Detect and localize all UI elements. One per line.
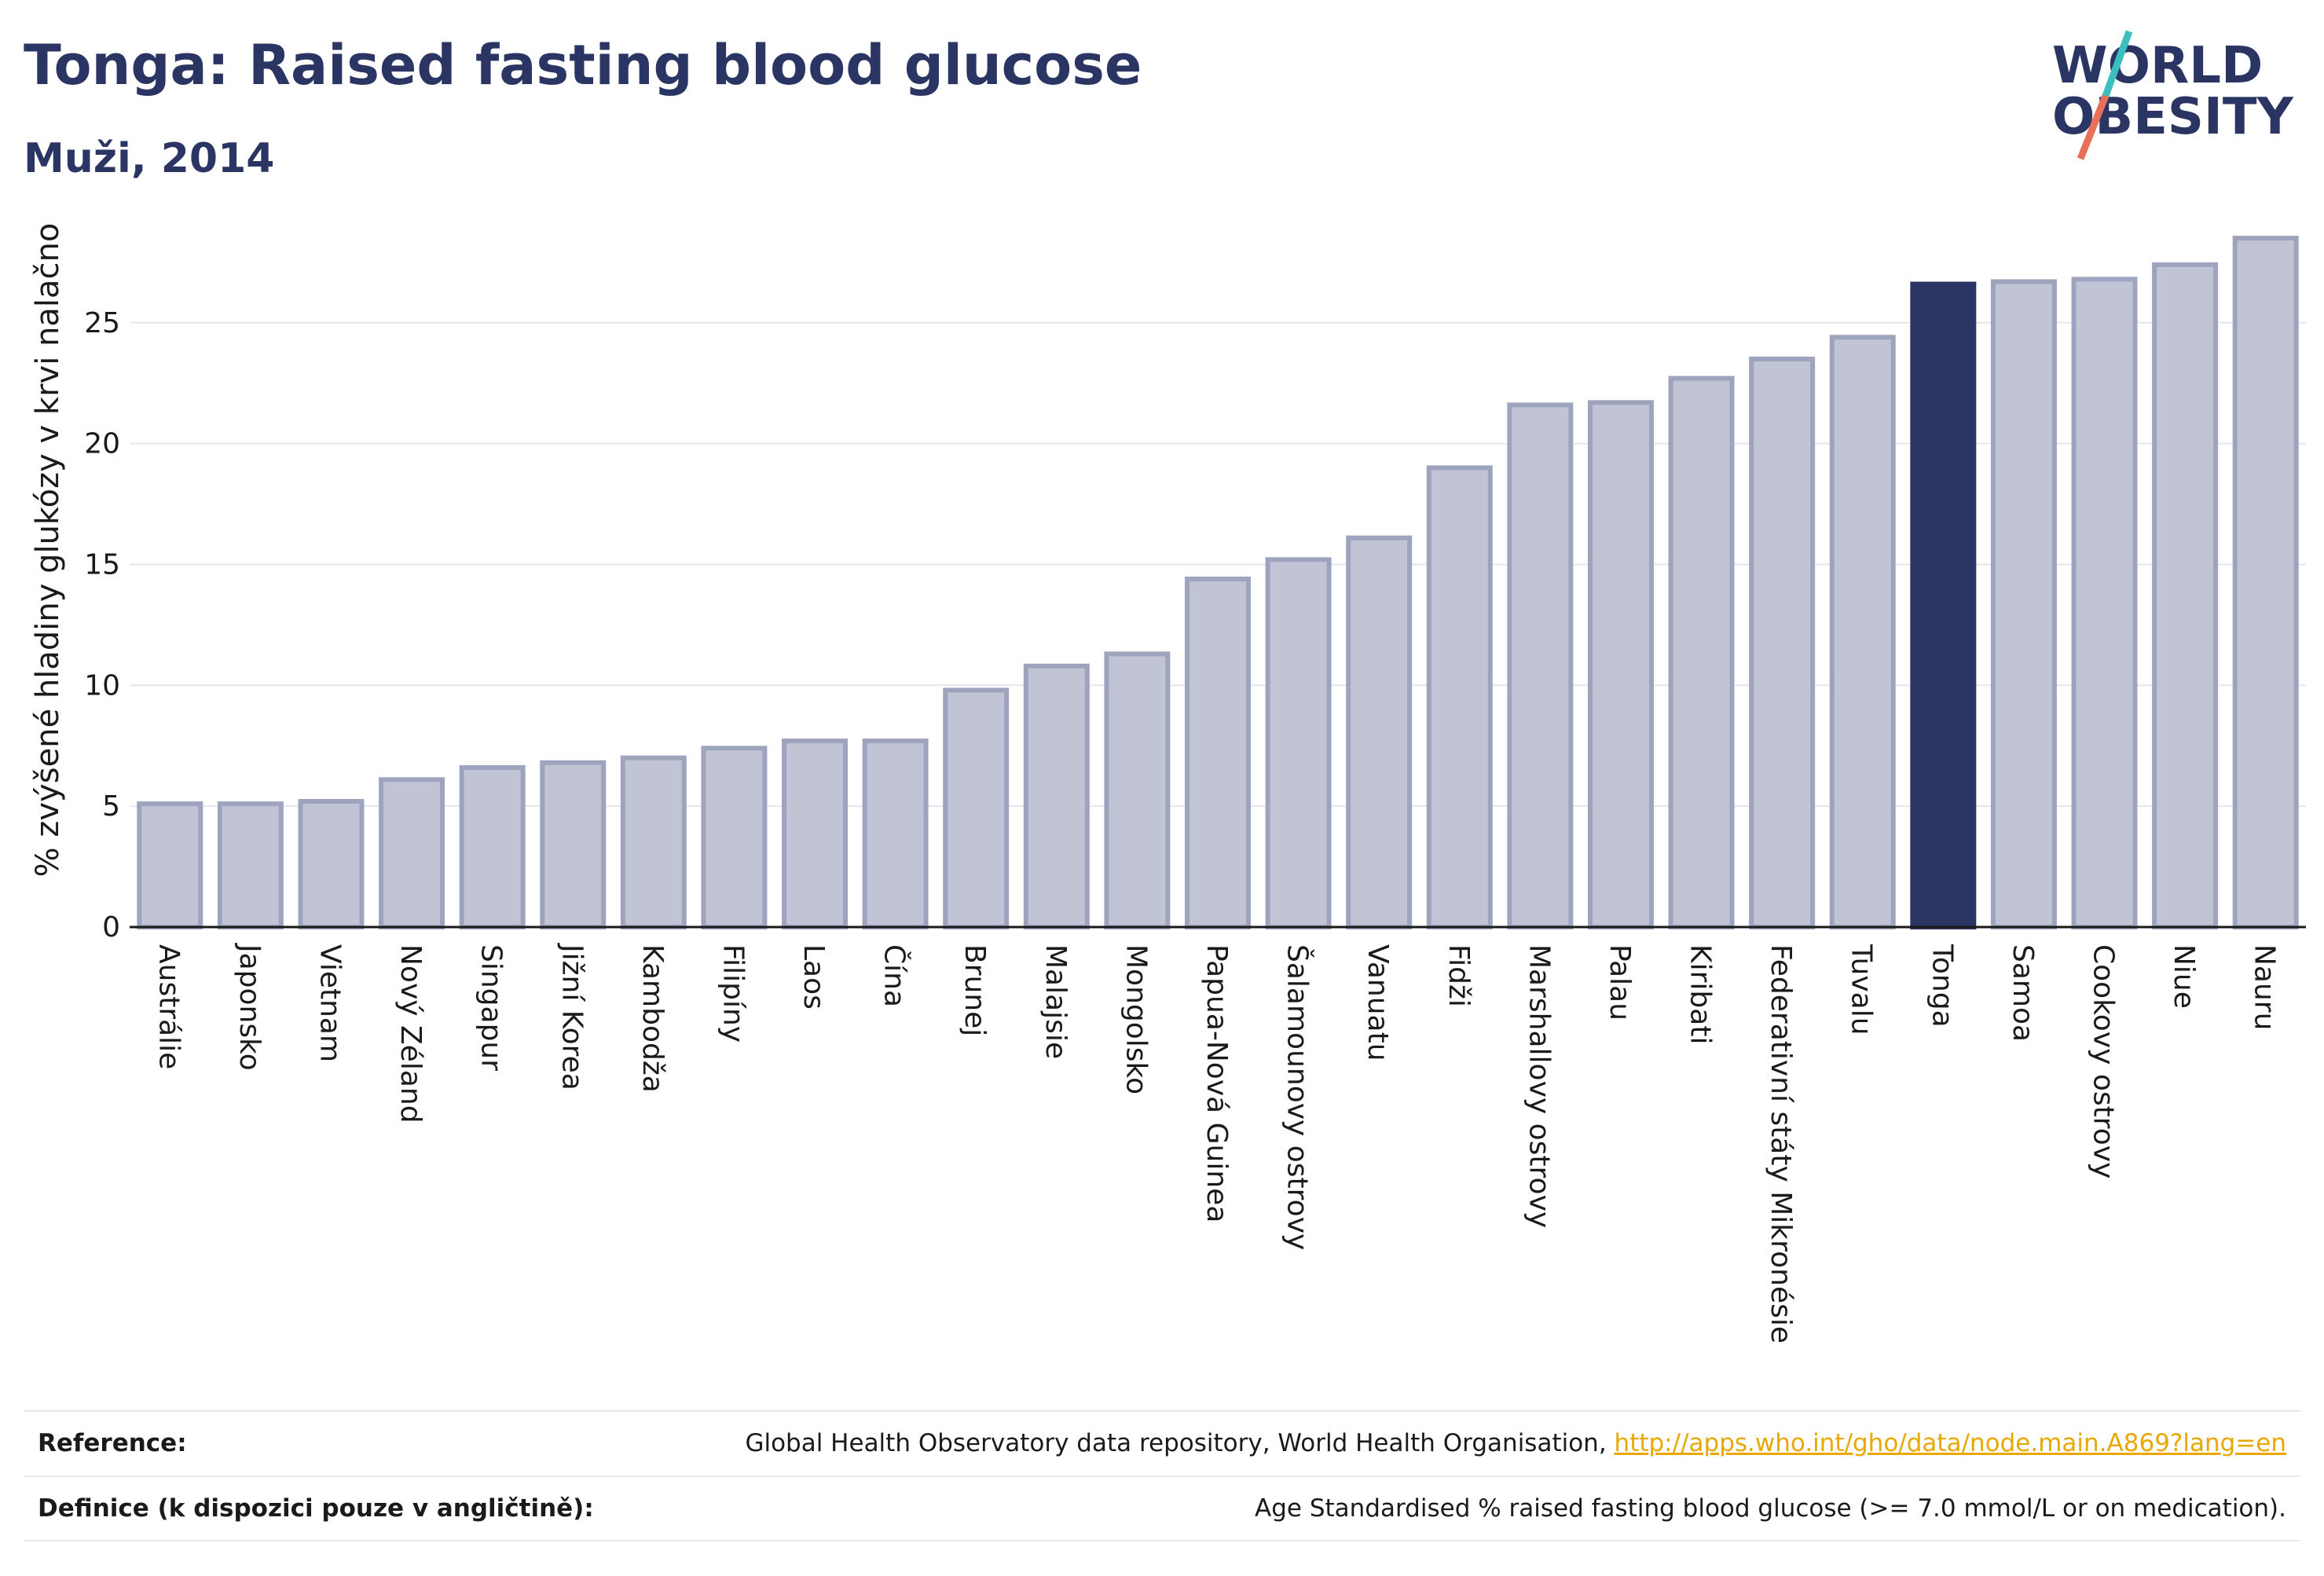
bar [1749, 356, 1816, 929]
x-tick-label: Mongolsko [1120, 944, 1152, 1094]
x-tick-label: Malajsie [1039, 944, 1072, 1059]
reference-link[interactable]: http://apps.who.int/gho/data/node.main.A… [1614, 1429, 2286, 1457]
definition-text: Age Standardised % raised fasting blood … [1255, 1494, 2286, 1523]
bars [137, 236, 2299, 930]
bar [620, 755, 687, 929]
x-tick-label: Fidži [1442, 944, 1475, 1007]
logo-slash-bottom [2077, 94, 2110, 160]
x-tick-label: Kiribati [1684, 944, 1717, 1044]
x-tick-label: Cookovy ostrovy [2088, 944, 2120, 1178]
bar [1426, 465, 1493, 929]
bar [1990, 279, 2057, 929]
logo-line-1: WORLD [2052, 37, 2263, 95]
bar [1104, 651, 1171, 929]
y-tick-label: 5 [102, 790, 120, 823]
bar [862, 739, 929, 929]
bar [1346, 535, 1413, 929]
footer-divider [24, 1540, 2300, 1541]
y-axis-title: % zvýšené hladiny glukózy v krvi nalačno [30, 223, 66, 878]
x-tick-label: Papua-Nová Guinea [1200, 944, 1233, 1222]
bar [1668, 376, 1735, 929]
reference-value: Global Health Observatory data repositor… [745, 1429, 2286, 1457]
x-tick-label: Kambodža [636, 944, 669, 1093]
bar [1023, 663, 1090, 929]
bar [1185, 576, 1251, 930]
bar [943, 687, 1010, 929]
x-tick-label: Marshallovy ostrovy [1523, 944, 1555, 1228]
x-tick-label: Austrálie [152, 944, 185, 1069]
x-tick-label: Palau [1604, 944, 1636, 1021]
x-tick-label: Tuvalu [1846, 944, 1878, 1035]
bar [1265, 557, 1332, 929]
bar [2232, 236, 2299, 930]
y-tick-label: 10 [84, 669, 120, 702]
chart-title: Tonga: Raised fasting blood glucose [24, 33, 1142, 97]
y-tick-label: 0 [102, 911, 120, 944]
y-tick-label: 20 [84, 428, 120, 460]
x-tick-label: Samoa [2007, 944, 2039, 1042]
bar [1507, 402, 1574, 929]
chart-subtitle: Muži, 2014 [24, 135, 275, 182]
y-tick-label: 15 [84, 548, 120, 581]
bar [2152, 262, 2219, 929]
x-tick-label: Filipíny [717, 944, 749, 1043]
world-obesity-logo: WORLD OBESITY [2052, 30, 2293, 160]
bar [1910, 281, 1977, 929]
bar [1829, 335, 1896, 929]
x-tick-label: Japonsko [233, 943, 266, 1071]
x-tick-label: Brunej [959, 944, 991, 1036]
logo-slash-top [2102, 30, 2133, 97]
footer-reference-row: Reference: Global Health Observatory dat… [24, 1410, 2300, 1475]
definition-label: Definice (k dispozici pouze v angličtině… [38, 1494, 594, 1523]
footer-definition-row: Definice (k dispozici pouze v angličtině… [24, 1475, 2300, 1540]
bar-chart: 0 5 10 15 20 25 Austrálie Japonsko Vietnam Nový … [30, 223, 2306, 1343]
x-tick-label: Niue [2168, 944, 2200, 1009]
bar [379, 777, 445, 929]
y-tick-label: 25 [84, 307, 120, 339]
bar [540, 760, 607, 929]
x-tick-label: Čína [878, 944, 911, 1007]
bar [782, 739, 849, 929]
bar [298, 799, 365, 929]
x-tick-label: Laos [797, 944, 830, 1010]
bar [459, 764, 526, 930]
bar [217, 801, 284, 929]
x-tick-label: Nauru [2249, 944, 2281, 1030]
x-axis-labels: Austrálie Japonsko Vietnam Nový Zéland Singa… [152, 943, 2280, 1343]
x-tick-label: Tonga [1926, 944, 1958, 1028]
bar [701, 746, 768, 929]
x-tick-label: Nový Zéland [394, 944, 427, 1123]
bar [137, 801, 203, 929]
x-tick-label: Federativní státy Mikronésie [1765, 944, 1797, 1343]
bar [1587, 400, 1654, 929]
x-tick-label: Vietnam [313, 944, 346, 1062]
x-tick-label: Šalamounovy ostrovy [1281, 944, 1314, 1250]
x-tick-label: Vanuatu [1362, 944, 1394, 1061]
reference-label: Reference: [38, 1429, 187, 1457]
x-tick-label: Singapur [475, 944, 508, 1071]
reference-text: Global Health Observatory data repositor… [745, 1429, 1615, 1457]
bar [2071, 277, 2138, 929]
x-tick-label: Jižní Korea [555, 943, 588, 1090]
y-axis-ticks: 0 5 10 15 20 25 [84, 307, 120, 944]
